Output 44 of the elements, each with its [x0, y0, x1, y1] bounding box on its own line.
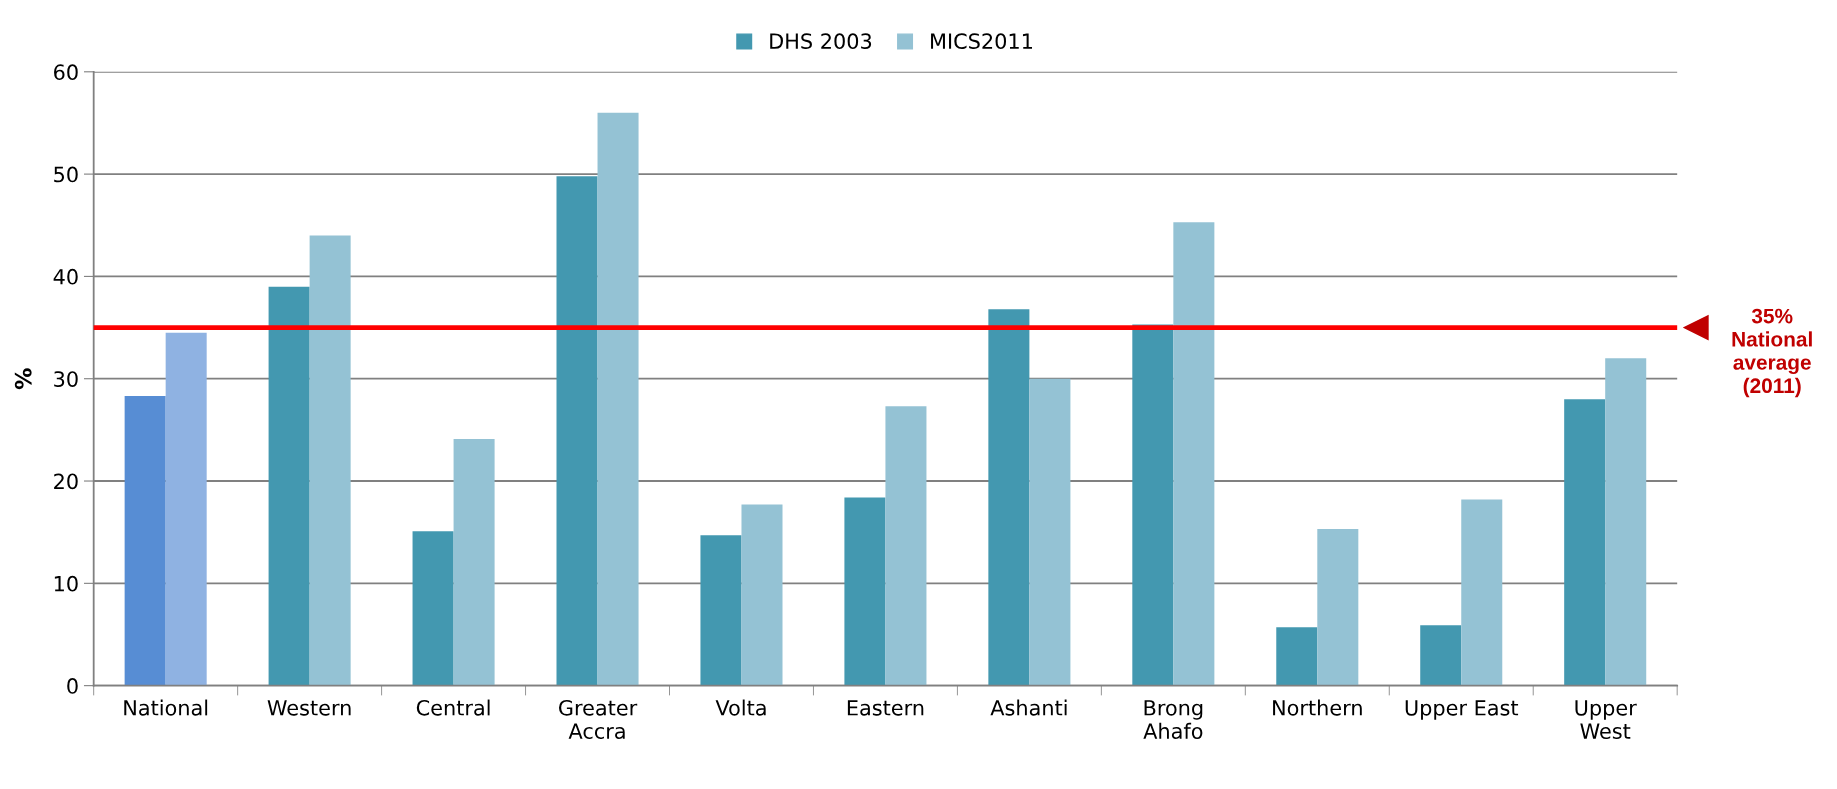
bar: [453, 439, 495, 686]
bar: [1605, 358, 1647, 686]
x-tick-label: Upper East: [1405, 700, 1519, 720]
x-tick-label: Brong Ahafo: [1143, 700, 1203, 739]
y-tick-label: 60: [54, 64, 78, 81]
x-tick-label: Eastern: [847, 700, 924, 716]
ref-line-label: 35% National average (2011): [1732, 308, 1812, 398]
bar: [556, 176, 598, 686]
bar: [1317, 529, 1359, 686]
x-tick-label: Western: [267, 700, 351, 716]
y-axis-title: %: [14, 368, 32, 390]
x-tick-label: Northern: [1273, 699, 1362, 716]
legend-label: DHS 2003: [770, 33, 872, 50]
bar: [885, 406, 927, 686]
x-tick-label: Ashanti: [990, 699, 1067, 716]
bar: [309, 235, 351, 686]
bar: [1461, 499, 1503, 686]
y-tick-label: 10: [54, 575, 78, 592]
bar: [1564, 399, 1606, 686]
bar: [165, 332, 207, 686]
y-tick-label: 30: [54, 371, 78, 387]
bar: [412, 531, 454, 686]
bar: [988, 309, 1030, 686]
x-tick-label: Volta: [715, 699, 766, 716]
bar: [1276, 627, 1318, 686]
y-tick-label: 50: [54, 166, 78, 183]
bar: [1173, 222, 1215, 686]
bar: [124, 396, 166, 686]
legend-label: MICS2011: [931, 33, 1032, 50]
x-tick-label: Central: [416, 699, 490, 716]
bar: [268, 286, 310, 686]
bar: [700, 535, 742, 686]
bar: [741, 504, 783, 686]
bar: [1029, 378, 1071, 686]
x-tick-label: National: [124, 699, 208, 716]
y-tick-label: 20: [54, 473, 78, 490]
bar: [1132, 324, 1174, 686]
bar: [1420, 625, 1462, 686]
x-tick-label: Upper West: [1575, 700, 1637, 739]
y-tick-label: 0: [67, 678, 78, 694]
y-tick-label: 40: [53, 268, 78, 285]
bar: [844, 497, 886, 686]
x-tick-label: Greater Accra: [559, 699, 638, 739]
bar: [597, 112, 639, 686]
